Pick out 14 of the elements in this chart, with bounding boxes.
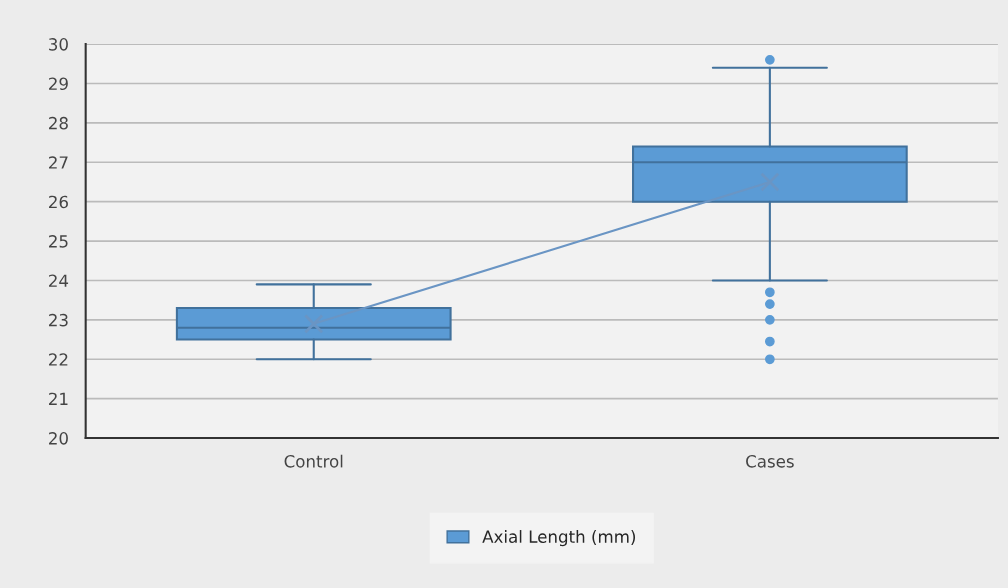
legend-label: Axial Length (mm) [482, 530, 636, 547]
x-tick-label: Cases [746, 455, 794, 468]
y-tick-label: 24 [49, 274, 69, 287]
y-tick-label: 26 [49, 195, 68, 209]
y-tick-label: 27 [49, 156, 68, 169]
y-tick-label: 23 [49, 313, 68, 327]
y-tick-label: 30 [49, 38, 68, 51]
y-tick-label: 20 [49, 432, 68, 445]
y-tick-label: 22 [49, 353, 68, 366]
y-tick-label: 28 [49, 116, 68, 130]
y-tick-label: 25 [49, 235, 68, 248]
y-tick-label: 29 [49, 77, 68, 91]
x-tick-label: Control [284, 454, 343, 468]
y-tick-label: 21 [49, 392, 68, 405]
